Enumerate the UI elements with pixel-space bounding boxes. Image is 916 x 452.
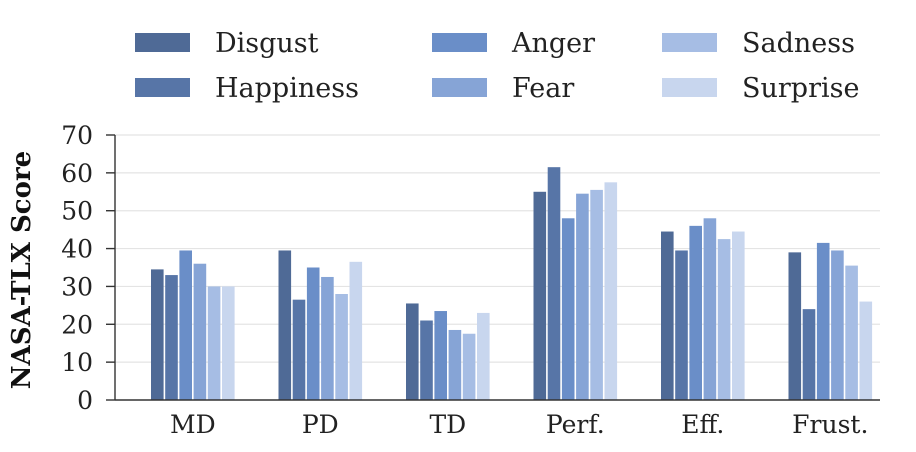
bar-md-surprise <box>222 286 235 400</box>
legend-swatch <box>135 33 190 52</box>
x-tick-labels: MD PD TD Perf. Eff. Frust. <box>170 410 868 439</box>
bar-frust-surprise <box>859 301 873 400</box>
x-tick-label: PD <box>302 410 339 439</box>
bar-frust-fear <box>831 250 844 400</box>
y-tick-label: 20 <box>61 310 93 339</box>
legend-swatch <box>662 78 717 97</box>
bar-td-happiness <box>420 320 433 400</box>
legend-swatch <box>135 78 190 97</box>
legend-label: Surprise <box>742 73 859 104</box>
legend-label: Anger <box>511 28 595 59</box>
x-tick-label: MD <box>170 410 216 439</box>
bar-md-fear <box>193 263 207 400</box>
bar-md-disgust <box>151 269 164 400</box>
bar-pd-sadness <box>335 294 348 400</box>
legend-swatch <box>662 33 717 52</box>
bar-td-disgust <box>406 303 419 400</box>
bar-eff-fear <box>703 218 717 400</box>
legend-item-surprise: Surprise <box>662 73 859 104</box>
y-tick-label: 60 <box>61 159 93 188</box>
legend-item-disgust: Disgust <box>135 28 319 59</box>
bar-td-sadness <box>462 333 476 400</box>
bar-frust-anger <box>816 242 830 400</box>
legend-label: Disgust <box>215 28 319 59</box>
bar-td-fear <box>448 329 462 400</box>
bar-frust-sadness <box>845 265 858 400</box>
bar-perf-sadness <box>590 189 603 400</box>
legend-swatch <box>432 33 487 52</box>
y-tick-label: 50 <box>61 197 93 226</box>
y-tick-labels: 0 10 20 30 40 50 60 70 <box>61 121 115 415</box>
bar-frust-disgust <box>788 252 802 400</box>
bar-eff-disgust <box>661 231 674 400</box>
grid-lines <box>115 134 880 363</box>
legend-item-anger: Anger <box>432 28 595 59</box>
x-tick-label: TD <box>429 410 466 439</box>
bar-perf-disgust <box>533 191 547 400</box>
bars <box>151 167 873 400</box>
bar-frust-happiness <box>802 309 816 400</box>
legend: Disgust Happiness Anger Fear Sadness Surprise <box>135 28 859 104</box>
y-tick-label: 30 <box>61 272 93 301</box>
x-tick-label: Frust. <box>792 410 868 439</box>
bar-pd-anger <box>306 267 320 400</box>
legend-swatch <box>432 78 487 97</box>
legend-label: Fear <box>512 73 574 104</box>
legend-item-sadness: Sadness <box>662 28 855 59</box>
bar-pd-surprise <box>349 261 363 400</box>
bar-pd-fear <box>321 276 334 400</box>
bar-md-sadness <box>207 286 221 400</box>
bar-perf-anger <box>561 218 575 400</box>
legend-label: Happiness <box>215 73 359 104</box>
bar-eff-anger <box>689 225 702 400</box>
bar-td-anger <box>434 311 447 400</box>
legend-item-fear: Fear <box>432 73 574 104</box>
bar-pd-disgust <box>278 250 292 400</box>
x-tick-label: Perf. <box>546 410 605 439</box>
bar-pd-happiness <box>292 299 306 400</box>
bar-td-surprise <box>477 312 490 400</box>
bar-md-anger <box>179 250 192 400</box>
y-tick-label: 10 <box>61 348 93 377</box>
y-tick-label: 0 <box>77 386 93 415</box>
legend-label: Sadness <box>742 28 855 59</box>
bar-eff-sadness <box>717 239 731 400</box>
axes <box>114 135 880 401</box>
y-axis-label: NASA-TLX Score <box>7 151 37 389</box>
bar-perf-fear <box>576 193 589 400</box>
y-tick-label: 70 <box>61 121 93 150</box>
y-tick-label: 40 <box>61 235 93 264</box>
x-tick-label: Eff. <box>681 410 724 439</box>
bar-md-happiness <box>165 275 178 400</box>
legend-item-happiness: Happiness <box>135 73 359 104</box>
bar-perf-surprise <box>604 182 618 400</box>
bar-eff-surprise <box>732 231 745 400</box>
bar-eff-happiness <box>675 250 688 400</box>
bar-perf-happiness <box>547 167 561 400</box>
